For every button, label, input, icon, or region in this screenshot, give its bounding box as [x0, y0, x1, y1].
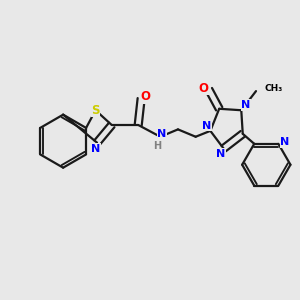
Text: S: S: [91, 104, 100, 117]
Text: O: O: [141, 91, 151, 103]
Text: N: N: [91, 143, 100, 154]
Text: N: N: [157, 129, 167, 139]
Text: N: N: [216, 149, 225, 159]
Text: N: N: [241, 100, 250, 110]
Text: H: H: [153, 141, 161, 151]
Text: N: N: [202, 121, 212, 130]
Text: CH₃: CH₃: [265, 84, 283, 93]
Text: N: N: [280, 137, 289, 147]
Text: O: O: [199, 82, 208, 95]
